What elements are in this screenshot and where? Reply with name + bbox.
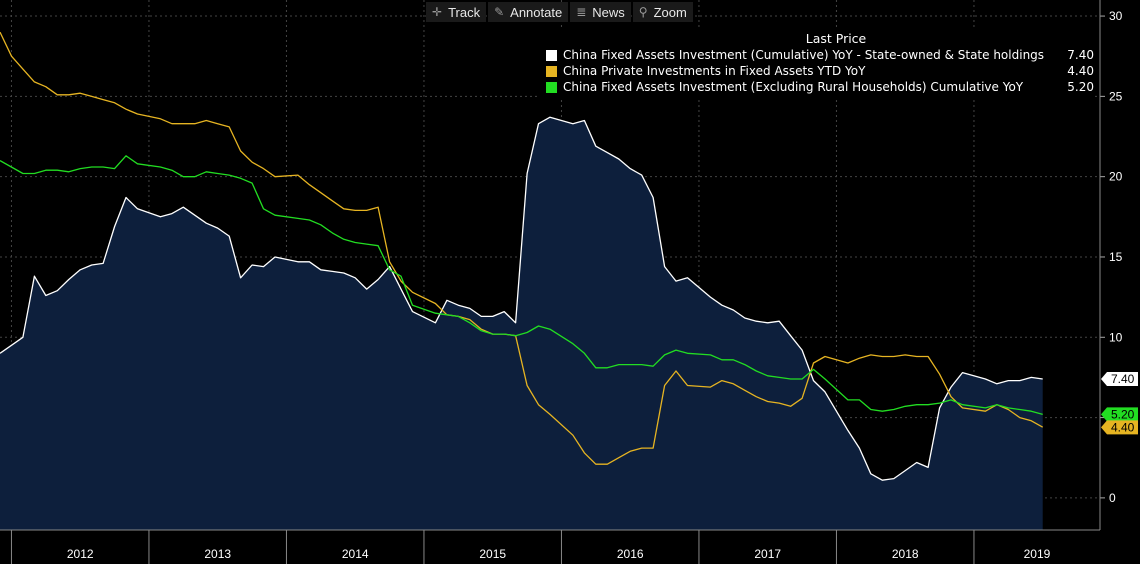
y-tick-label: 15 [1109, 250, 1123, 264]
y-tick-label: 0 [1109, 491, 1116, 505]
last-value-labels: 7.40 5.204.40 [1101, 372, 1138, 435]
series-area-fill [0, 117, 1043, 530]
x-tick-label: 2018 [892, 547, 919, 561]
crosshair-icon: ✛ [432, 5, 443, 19]
legend-series-name: China Private Investments in Fixed Asset… [563, 64, 866, 78]
legend-series-name: China Fixed Assets Investment (Excluding… [563, 80, 1024, 94]
x-tick-label: 2014 [342, 547, 369, 561]
last-value-flag: 5.20 [1101, 407, 1138, 422]
news-button[interactable]: ≣ News [570, 2, 631, 22]
annotate-label: Annotate [510, 4, 563, 20]
legend-series-value: 5.20 [1067, 80, 1094, 94]
x-axis: 2012 2013 2014 2015 2016 2017 2018 2019 [0, 529, 1100, 564]
last-value-flag-bg [1101, 420, 1138, 435]
track-label: Track [448, 4, 481, 20]
last-value-text: 7.40 [1111, 372, 1135, 386]
legend-series-value: 4.40 [1067, 64, 1094, 78]
legend-item[interactable]: China Fixed Assets Investment (Cumulativ… [538, 47, 1094, 63]
last-value-flag-bg [1101, 372, 1138, 387]
legend-title: Last Price [805, 31, 867, 46]
x-tick-label: 2015 [479, 547, 506, 561]
legend-series-value: 7.40 [1067, 48, 1094, 62]
last-value-text: 5.20 [1111, 407, 1135, 421]
x-tick-label: 2012 [67, 547, 94, 561]
legend-item[interactable]: China Fixed Assets Investment (Excluding… [538, 79, 1094, 95]
legend-item[interactable]: China Private Investments in Fixed Asset… [538, 63, 1094, 79]
news-icon: ≣ [576, 5, 587, 19]
legend-series-name: China Fixed Assets Investment (Cumulativ… [563, 48, 1045, 62]
last-value-flag-bg [1101, 407, 1138, 422]
y-axis: 051015202530 [1099, 0, 1123, 530]
x-tick-label: 2016 [617, 547, 644, 561]
x-tick-label: 2013 [204, 547, 231, 561]
y-tick-label: 20 [1109, 170, 1123, 184]
zoom-button[interactable]: ⚲ Zoom [632, 2, 693, 22]
track-button[interactable]: ✛ Track [426, 2, 487, 22]
annotate-button[interactable]: ✎ Annotate [488, 2, 569, 22]
pencil-icon: ✎ [494, 5, 505, 19]
last-value-flag: 7.40 [1101, 372, 1138, 387]
x-tick-label: 2017 [754, 547, 781, 561]
series-line [0, 155, 1043, 416]
y-tick-label: 10 [1109, 330, 1123, 344]
y-tick-label: 30 [1109, 9, 1123, 23]
last-value-text: 4.40 [1111, 420, 1135, 434]
legend-swatch [546, 49, 557, 61]
news-label: News [592, 4, 625, 20]
y-tick-label: 25 [1109, 89, 1123, 103]
last-value-flag: 4.40 [1101, 420, 1138, 435]
magnifier-icon: ⚲ [638, 5, 648, 19]
legend-swatch [546, 81, 557, 93]
series-line [0, 116, 1043, 481]
chart-legend: Last Price China Fixed Assets Investment… [538, 30, 1094, 98]
x-tick-label: 2019 [1024, 547, 1051, 561]
legend-swatch [546, 65, 557, 77]
chart-toolbar: ✛ Track ✎ Annotate ≣ News ⚲ Zoom [426, 2, 693, 22]
plot-area [0, 31, 1044, 530]
zoom-label: Zoom [653, 4, 687, 20]
